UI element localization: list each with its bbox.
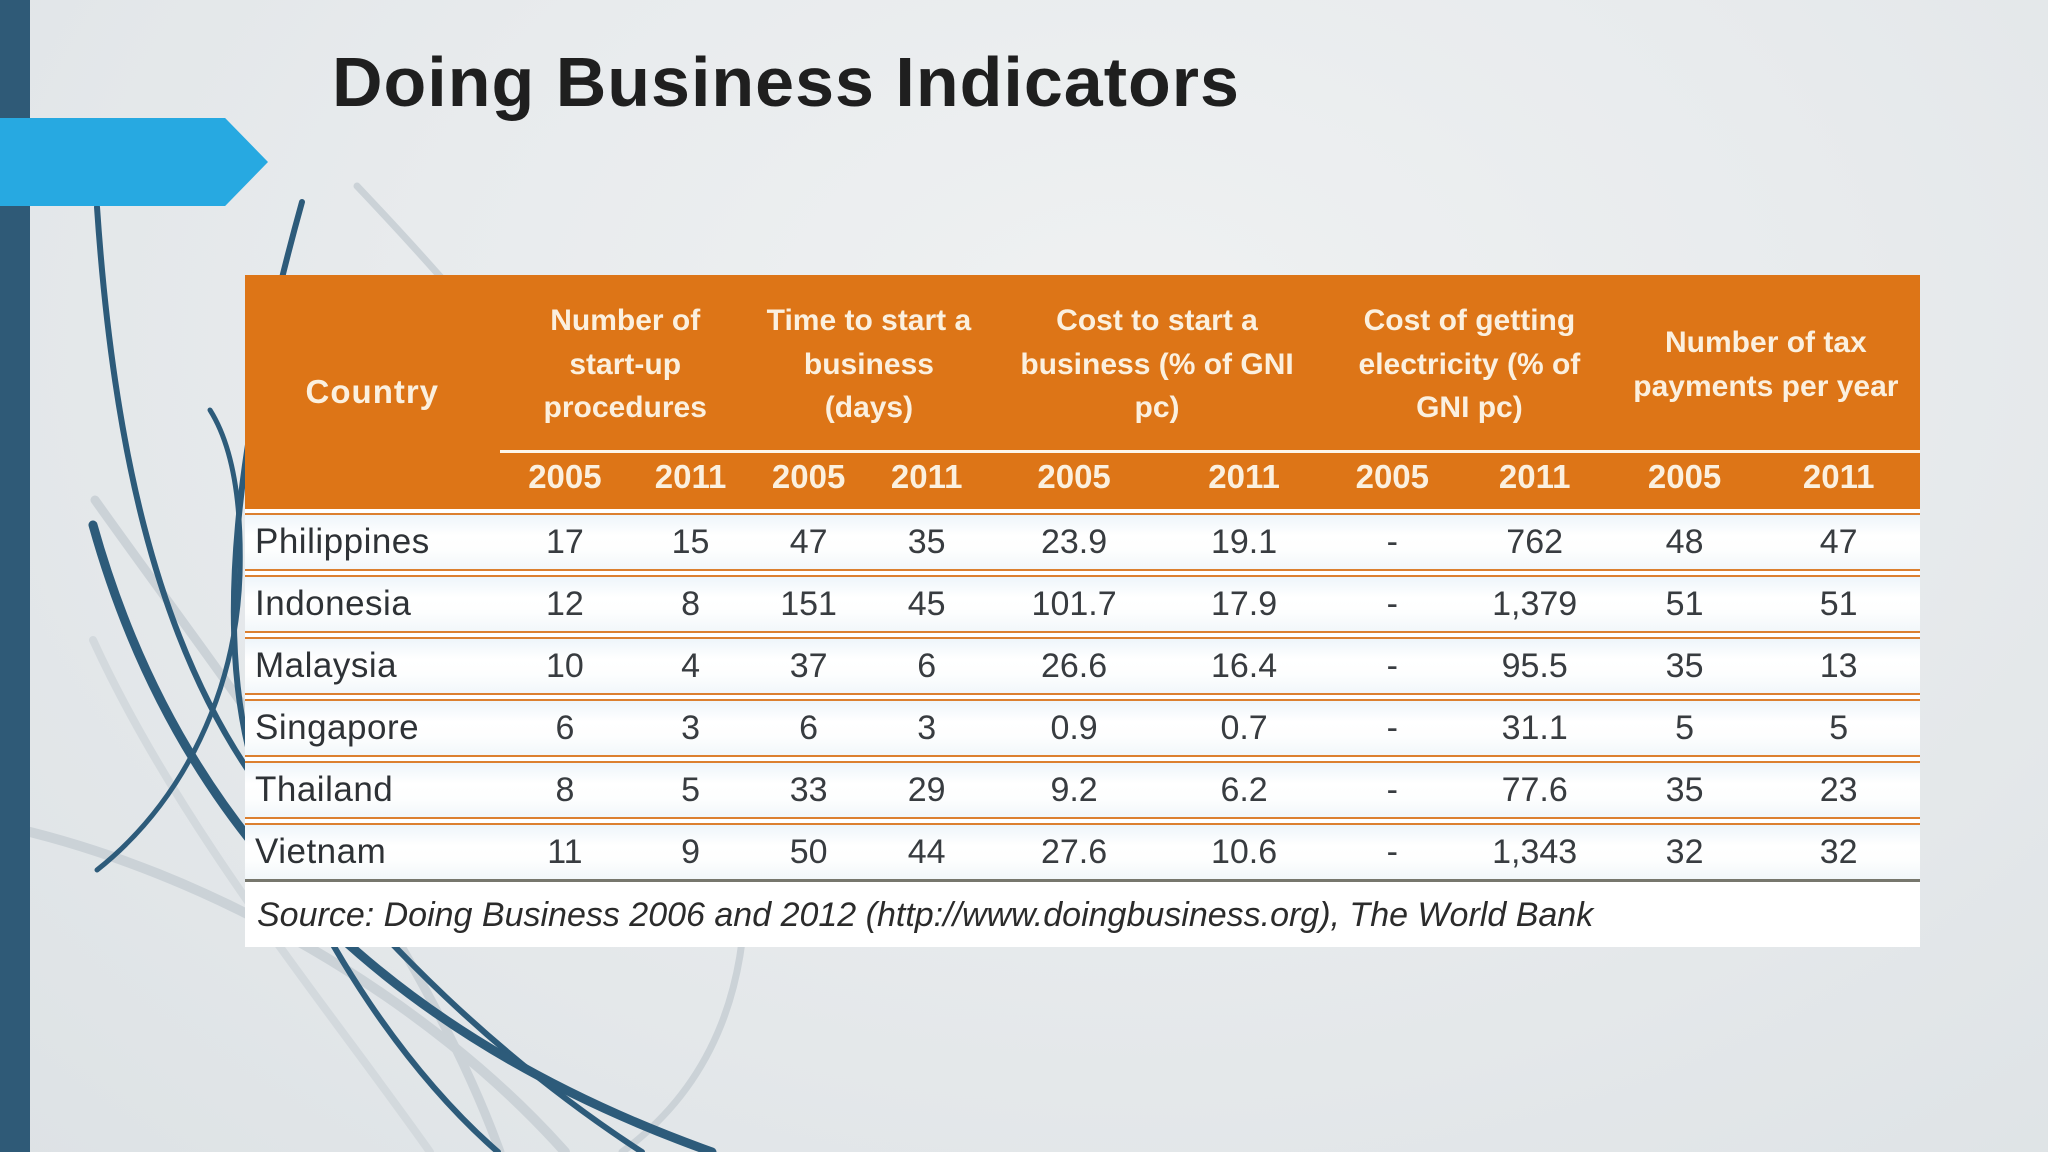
cell-value: - [1386, 770, 1398, 809]
cell-value: 6 [555, 708, 575, 747]
cell-value: 27.6 [1040, 832, 1108, 871]
table-header-groups: Country Number of start-up procedures Ti… [245, 275, 1920, 453]
table-header-years: 2005 2011 2005 2011 2005 2011 2005 2011 … [245, 453, 1920, 509]
table-row-vietnam: Vietnam 11 9 50 44 27.6 10.6 - 1,343 32 … [245, 823, 1920, 882]
cell-value: 8 [681, 584, 700, 623]
cell-value: 44 [907, 832, 946, 871]
cell-value: 9 [681, 832, 700, 871]
table-row-indonesia: Indonesia 12 8 151 45 101.7 17.9 - 1,379… [245, 575, 1920, 633]
year-header: 2011 [1802, 458, 1875, 495]
column-group-cost-to-start: Cost to start a business (% of GNI pc) [987, 275, 1328, 453]
cell-value: 31.1 [1501, 708, 1568, 747]
cell-value: 48 [1665, 522, 1704, 561]
cell-value: - [1386, 832, 1398, 871]
year-header: 2005 [1647, 458, 1722, 495]
cell-value: 1,343 [1492, 832, 1578, 871]
cell-value: 32 [1665, 832, 1704, 871]
cell-value: 1,379 [1492, 584, 1578, 623]
country-label: Vietnam [255, 832, 387, 871]
cell-value: 8 [555, 770, 575, 809]
table-row-philippines: Philippines 17 15 47 35 23.9 19.1 - 762 … [245, 513, 1920, 571]
cell-value: 19.1 [1210, 522, 1278, 561]
column-group-cost-electricity: Cost of getting electricity (% of GNI pc… [1327, 275, 1612, 453]
cell-value: 5 [1675, 708, 1695, 747]
cell-value: 6.2 [1220, 770, 1268, 809]
country-label: Malaysia [255, 646, 398, 685]
indicators-table: Country Number of start-up procedures Ti… [245, 275, 1920, 947]
cell-value: - [1386, 708, 1398, 747]
cell-value: 32 [1819, 832, 1858, 871]
cell-value: 4 [681, 646, 700, 685]
cell-value: 5 [1829, 708, 1849, 747]
year-header: 2011 [654, 458, 727, 495]
cell-value: 0.7 [1220, 708, 1268, 747]
cell-value: 10 [546, 646, 584, 685]
table-row-malaysia: Malaysia 10 4 37 6 26.6 16.4 - 95.5 35 1… [245, 637, 1920, 695]
column-group-time-to-start: Time to start a business (days) [750, 275, 988, 453]
country-label: Philippines [255, 522, 430, 561]
year-header: 2005 [1355, 458, 1430, 495]
cell-value: 51 [1819, 584, 1858, 623]
table-row-singapore: Singapore 6 3 6 3 0.9 0.7 - 31.1 5 5 [245, 699, 1920, 757]
cell-value: 23.9 [1040, 522, 1108, 561]
table-row-thailand: Thailand 8 5 33 29 9.2 6.2 - 77.6 35 23 [245, 761, 1920, 819]
cell-value: 3 [917, 708, 937, 747]
cell-value: 33 [789, 770, 828, 809]
cell-value: 3 [681, 708, 700, 747]
column-header-country: Country [305, 373, 440, 411]
year-header: 2005 [771, 458, 846, 495]
cell-value: 29 [907, 770, 946, 809]
cell-value: 5 [681, 770, 700, 809]
column-group-tax-payments: Number of tax payments per year [1611, 275, 1920, 453]
year-header: 2005 [528, 458, 602, 495]
table-header: Country Number of start-up procedures Ti… [245, 275, 1920, 509]
cell-value: 0.9 [1050, 708, 1098, 747]
cell-value: 10.6 [1210, 832, 1278, 871]
cell-value: 50 [789, 832, 828, 871]
year-header-spacer [245, 453, 500, 509]
cell-value: 6 [917, 646, 937, 685]
slide-title: Doing Business Indicators [332, 43, 1240, 121]
cell-value: 47 [789, 522, 828, 561]
year-header: 2005 [1037, 458, 1111, 495]
title-arrow-shape [0, 118, 268, 206]
country-label: Singapore [255, 708, 420, 747]
cell-value: 37 [789, 646, 828, 685]
cell-value: 35 [907, 522, 946, 561]
year-header: 2011 [1498, 458, 1571, 495]
cell-value: 26.6 [1040, 646, 1108, 685]
cell-value: 47 [1819, 522, 1858, 561]
cell-value: - [1386, 522, 1398, 561]
cell-value: 101.7 [1031, 584, 1117, 623]
source-note: Source: Doing Business 2006 and 2012 (ht… [245, 882, 1920, 935]
cell-value: - [1386, 584, 1398, 623]
cell-value: 11 [547, 832, 583, 871]
cell-value: 45 [907, 584, 946, 623]
cell-value: 9.2 [1050, 770, 1098, 809]
cell-value: 16.4 [1210, 646, 1278, 685]
cell-value: 77.6 [1501, 770, 1568, 809]
cell-value: 6 [799, 708, 819, 747]
cell-value: 35 [1665, 646, 1704, 685]
cell-value: - [1386, 646, 1398, 685]
cell-value: 23 [1819, 770, 1858, 809]
cell-value: 762 [1506, 522, 1564, 561]
year-header: 2011 [1208, 458, 1280, 495]
cell-value: 12 [546, 584, 584, 623]
cell-value: 51 [1665, 584, 1704, 623]
cell-value: 17 [546, 522, 584, 561]
cell-value: 95.5 [1501, 646, 1568, 685]
table-body: Philippines 17 15 47 35 23.9 19.1 - 762 … [245, 509, 1920, 882]
year-header: 2011 [890, 458, 963, 495]
cell-value: 151 [780, 584, 837, 623]
cell-value: 35 [1665, 770, 1704, 809]
cell-value: 17.9 [1210, 584, 1278, 623]
cell-value: 15 [671, 522, 710, 561]
column-group-startup-procedures: Number of start-up procedures [499, 275, 751, 453]
country-label: Indonesia [255, 584, 412, 623]
cell-value: 13 [1819, 646, 1858, 685]
country-label: Thailand [255, 770, 394, 809]
